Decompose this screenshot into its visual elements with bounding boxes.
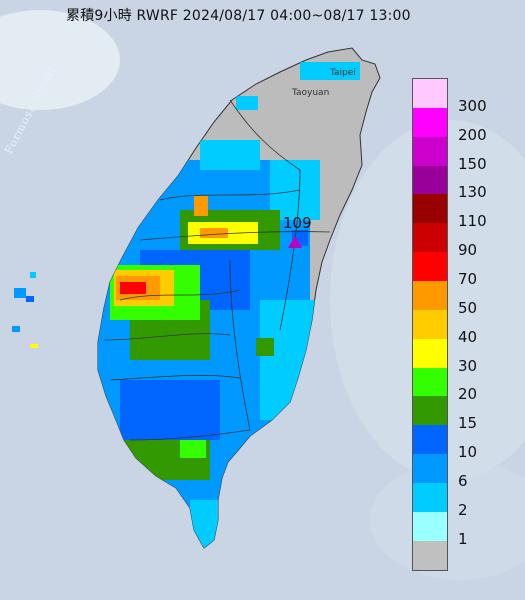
city-label-taipei: Taipei — [330, 68, 356, 78]
legend-label: 130 — [458, 183, 487, 202]
legend-swatch — [413, 165, 447, 195]
legend-label: 50 — [458, 298, 478, 317]
legend-label: 40 — [458, 327, 478, 346]
legend-label: 30 — [458, 356, 478, 375]
legend-label: 15 — [458, 414, 478, 433]
legend-swatch — [413, 309, 447, 339]
legend-label: 150 — [458, 154, 487, 173]
legend-swatch — [413, 281, 447, 310]
legend-swatch — [413, 367, 447, 397]
legend-swatch — [413, 252, 447, 282]
legend-label: 70 — [458, 270, 478, 289]
legend-swatch — [413, 338, 447, 368]
legend-swatch — [413, 396, 447, 426]
legend-swatch — [413, 194, 447, 224]
legend-swatch — [413, 223, 447, 253]
legend-label: 2 — [458, 500, 468, 519]
legend-colorbar — [412, 78, 448, 571]
legend-swatch — [413, 425, 447, 455]
legend-label: 300 — [458, 96, 487, 115]
legend-swatch — [413, 511, 447, 541]
max-value-label: 109 — [283, 214, 312, 232]
city-label-taoyuan: Taoyuan — [292, 88, 330, 98]
legend-swatch — [413, 454, 447, 484]
max-location-marker-icon — [288, 236, 302, 248]
legend-label: 20 — [458, 385, 478, 404]
legend-label: 200 — [458, 125, 487, 144]
legend-label: 90 — [458, 241, 478, 260]
legend-label: 6 — [458, 472, 468, 491]
legend-label: 10 — [458, 443, 478, 462]
legend-label: 110 — [458, 212, 487, 231]
legend-swatch — [413, 79, 447, 108]
map-title: 累積9小時 RWRF 2024/08/17 04:00~08/17 13:00 — [66, 8, 411, 24]
legend-swatch — [413, 483, 447, 512]
legend-swatch — [413, 107, 447, 137]
legend-swatch — [413, 540, 447, 570]
legend-label: 1 — [458, 529, 468, 548]
legend-swatch — [413, 136, 447, 166]
